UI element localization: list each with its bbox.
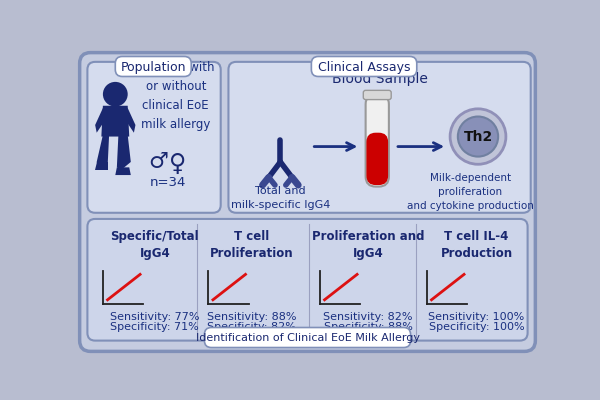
FancyBboxPatch shape: [365, 94, 389, 186]
Polygon shape: [95, 162, 107, 170]
Text: Milk-dependent
proliferation
and cytokine production: Milk-dependent proliferation and cytokin…: [407, 173, 533, 211]
Polygon shape: [95, 108, 104, 133]
Text: Total and
milk-specific IgG4: Total and milk-specific IgG4: [230, 186, 330, 210]
Polygon shape: [117, 135, 131, 170]
Text: Blood Sample: Blood Sample: [332, 72, 428, 86]
Text: Sensitivity: 77%: Sensitivity: 77%: [110, 312, 200, 322]
Polygon shape: [101, 106, 129, 136]
Circle shape: [103, 82, 128, 106]
Text: Sensitivity: 82%: Sensitivity: 82%: [323, 312, 413, 322]
FancyBboxPatch shape: [229, 62, 531, 213]
Text: Specificity: 82%: Specificity: 82%: [207, 322, 296, 332]
Text: ♀: ♀: [169, 152, 186, 176]
FancyBboxPatch shape: [88, 62, 221, 213]
Text: Sensitivity: 88%: Sensitivity: 88%: [207, 312, 296, 322]
FancyBboxPatch shape: [115, 56, 191, 76]
Text: Specificity: 88%: Specificity: 88%: [323, 322, 412, 332]
Text: Children with
or without
clinical EoE
milk allergy: Children with or without clinical EoE mi…: [137, 61, 215, 131]
Polygon shape: [126, 108, 136, 133]
Text: Sensitivity: 100%: Sensitivity: 100%: [428, 312, 524, 322]
FancyBboxPatch shape: [311, 56, 417, 76]
Text: Clinical Assays: Clinical Assays: [318, 61, 410, 74]
Text: n=34: n=34: [150, 176, 186, 189]
Circle shape: [458, 116, 498, 156]
Circle shape: [450, 109, 506, 164]
Text: Specific/Total
IgG4: Specific/Total IgG4: [110, 230, 199, 260]
FancyBboxPatch shape: [367, 133, 388, 185]
Text: Population: Population: [121, 61, 186, 74]
FancyBboxPatch shape: [205, 328, 410, 348]
FancyBboxPatch shape: [80, 53, 535, 351]
Text: Proliferation and
IgG4: Proliferation and IgG4: [312, 230, 424, 260]
FancyBboxPatch shape: [88, 219, 527, 341]
Text: Specificity: 71%: Specificity: 71%: [110, 322, 199, 332]
Text: Identification of Clinical EoE Milk Allergy: Identification of Clinical EoE Milk Alle…: [196, 333, 419, 343]
Text: Specificity: 100%: Specificity: 100%: [428, 322, 524, 332]
Text: T cell
Proliferation: T cell Proliferation: [210, 230, 293, 260]
FancyBboxPatch shape: [364, 90, 391, 100]
Polygon shape: [115, 167, 131, 175]
Text: Th2: Th2: [463, 130, 493, 144]
Text: T cell IL-4
Production: T cell IL-4 Production: [440, 230, 512, 260]
Polygon shape: [97, 135, 109, 170]
Text: ♂: ♂: [149, 152, 169, 172]
